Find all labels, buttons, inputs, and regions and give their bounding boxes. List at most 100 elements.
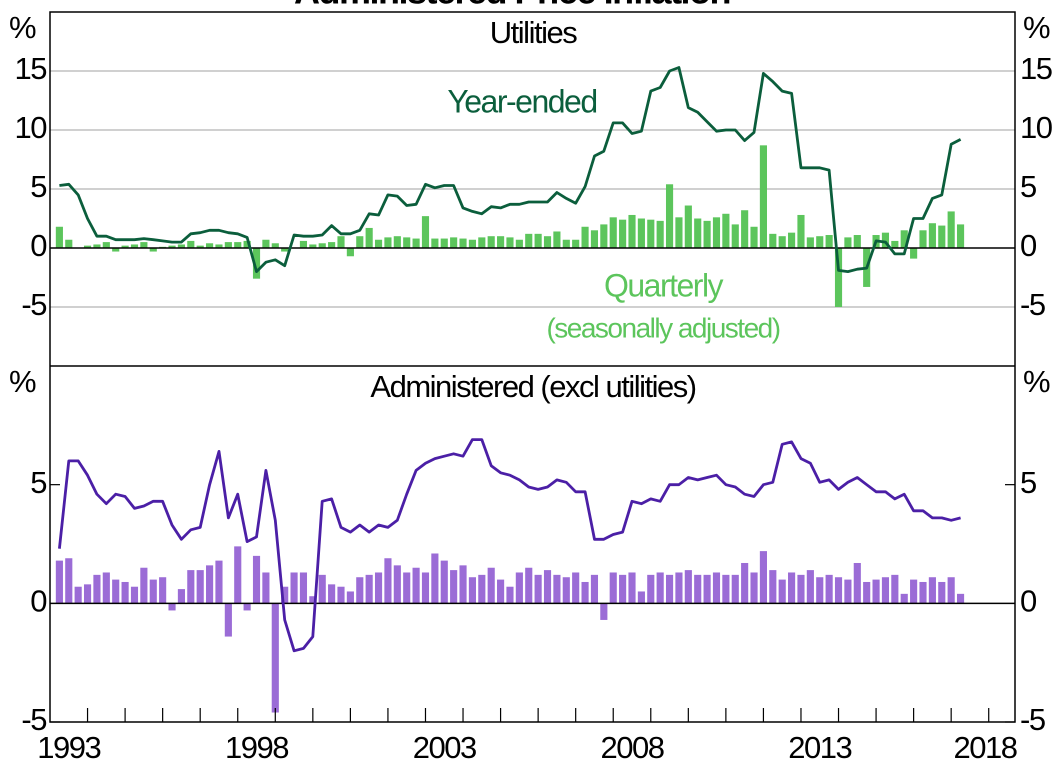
bar [224,603,232,637]
bar [262,239,270,248]
bar [177,589,185,604]
bar [140,242,148,248]
y2-tick-label: -5 [1020,702,1045,737]
bar [497,236,505,248]
bar [572,239,580,248]
chart-title: Administered Price Inflation [294,0,730,12]
bar [665,574,674,604]
y-unit: % [9,364,36,399]
bar [919,581,927,604]
series-label: Year-ended [447,83,596,119]
bar [562,239,570,248]
bar [196,245,204,248]
bar [356,236,364,248]
bar [609,572,617,604]
bar [534,574,542,604]
bar [712,572,721,604]
bar [872,579,880,604]
bar [356,577,364,604]
bar [797,574,805,604]
bar [543,236,552,248]
bar [656,572,664,604]
bar [947,211,955,248]
bar [337,586,345,604]
x-tick-label: 1998 [225,730,288,765]
bar [956,224,965,248]
bar [581,581,589,604]
bar [806,570,814,604]
bar [853,562,861,604]
bar [769,233,777,248]
line [59,66,962,273]
bar [102,242,110,248]
bar [365,227,373,248]
bar [215,244,223,248]
bar [234,242,242,248]
bar [346,591,354,604]
bar [600,224,608,248]
bar [600,603,608,620]
y-unit: % [9,10,36,45]
bar [816,577,824,604]
bar [187,240,195,248]
bar [177,244,185,248]
bar [243,603,251,611]
bar [337,236,345,248]
bar [938,225,946,248]
line [58,438,961,653]
bar [431,238,439,248]
bar [243,240,251,248]
bar [93,244,101,248]
bar [750,572,758,604]
bar [694,574,702,604]
bar [440,238,448,248]
bar [450,570,458,604]
bar [881,232,890,248]
bar [206,243,214,248]
bar [506,586,514,604]
bar [290,572,298,604]
bar [844,237,852,248]
bar [83,245,92,248]
series-note: (seasonally adjusted) [546,312,779,343]
bar [572,572,580,604]
bar [187,570,195,604]
bar [149,579,157,604]
bar [271,603,279,713]
bar [309,244,317,248]
bar [778,579,786,604]
bar [910,579,918,604]
bar [281,586,289,604]
bar [393,236,401,248]
bar [590,230,599,248]
bar [403,237,411,248]
bar [55,226,63,248]
bar [590,574,599,604]
bar [731,574,739,604]
bar [562,577,570,604]
bar [806,237,814,248]
bar [647,574,655,604]
bar [797,214,805,248]
bar [318,574,326,604]
bar [731,224,739,248]
bar [938,581,946,604]
x-tick-label: 2013 [788,730,851,765]
bar [487,567,495,604]
bar [112,579,120,604]
bar [863,581,871,604]
bar [928,577,936,604]
bar [694,218,702,248]
bar [299,572,308,604]
x-tick-label: 2018 [954,730,1017,765]
bar [403,572,411,604]
y-tick-label: 5 [30,169,46,204]
y2-tick-label: 10 [1020,110,1053,145]
bar [656,220,664,248]
bar [412,238,420,248]
bar [816,236,824,248]
x-tick-label: 2003 [413,730,476,765]
bar [553,231,561,248]
bar [853,235,861,248]
